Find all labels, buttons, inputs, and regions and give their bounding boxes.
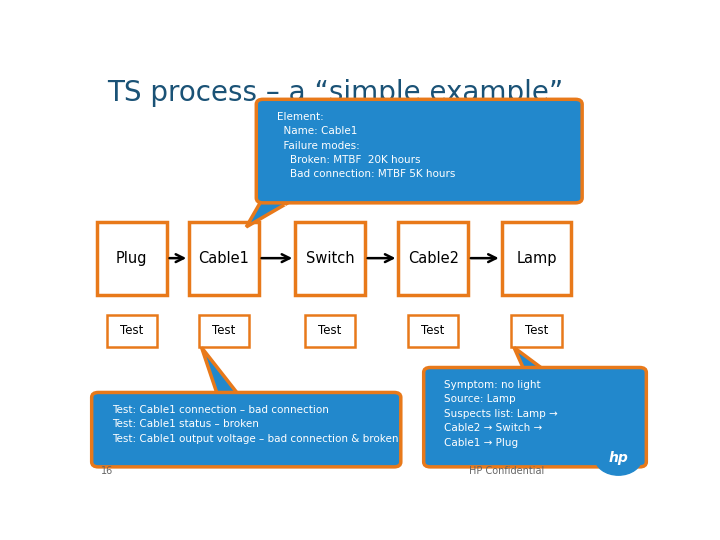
- Text: hp: hp: [608, 451, 629, 465]
- FancyBboxPatch shape: [305, 315, 355, 347]
- Text: TS process – a “simple example”: TS process – a “simple example”: [107, 79, 563, 107]
- FancyBboxPatch shape: [107, 315, 157, 347]
- Text: Switch: Switch: [305, 251, 354, 266]
- Polygon shape: [202, 348, 240, 397]
- Text: Test: Test: [318, 325, 341, 338]
- FancyBboxPatch shape: [423, 368, 647, 467]
- FancyBboxPatch shape: [511, 315, 562, 347]
- Text: Plug: Plug: [116, 251, 148, 266]
- FancyBboxPatch shape: [398, 222, 468, 294]
- FancyBboxPatch shape: [502, 222, 571, 294]
- Text: Element:
  Name: Cable1
  Failure modes:
    Broken: MTBF  20K hours
    Bad con: Element: Name: Cable1 Failure modes: Bro…: [277, 112, 455, 208]
- FancyBboxPatch shape: [91, 393, 401, 467]
- Polygon shape: [514, 348, 547, 373]
- Text: Test: Cable1 connection – bad connection
Test: Cable1 status – broken
Test: Cabl: Test: Cable1 connection – bad connection…: [112, 405, 399, 444]
- Text: Cable2: Cable2: [408, 251, 459, 266]
- Circle shape: [595, 440, 642, 475]
- Text: Lamp: Lamp: [516, 251, 557, 266]
- FancyBboxPatch shape: [189, 222, 258, 294]
- Text: Test: Test: [421, 325, 445, 338]
- Text: Test: Test: [120, 325, 143, 338]
- Text: Test: Test: [212, 325, 235, 338]
- Text: Test: Test: [525, 325, 548, 338]
- Text: Cable1: Cable1: [199, 251, 249, 266]
- FancyBboxPatch shape: [97, 222, 167, 294]
- FancyBboxPatch shape: [408, 315, 458, 347]
- Text: 16: 16: [101, 465, 114, 476]
- Text: HP Confidential: HP Confidential: [469, 465, 545, 476]
- Text: Symptom: no light
Source: Lamp
Suspects list: Lamp →
Cable2 → Switch →
Cable1 → : Symptom: no light Source: Lamp Suspects …: [444, 380, 558, 448]
- FancyBboxPatch shape: [256, 99, 582, 203]
- Polygon shape: [246, 198, 297, 227]
- FancyBboxPatch shape: [295, 222, 365, 294]
- FancyBboxPatch shape: [199, 315, 249, 347]
